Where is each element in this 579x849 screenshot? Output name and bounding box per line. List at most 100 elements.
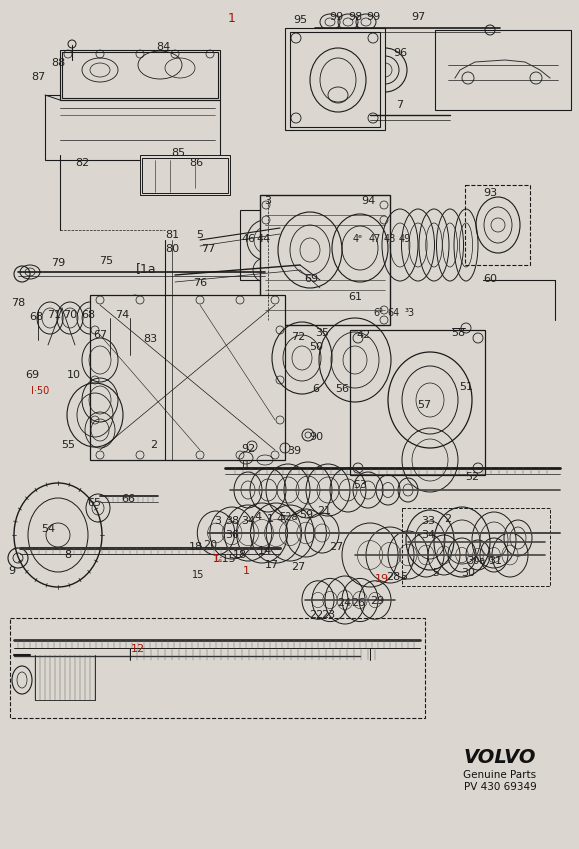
Text: 64: 64 [388, 308, 400, 318]
Text: 47: 47 [369, 234, 381, 244]
Text: 19: 19 [375, 574, 389, 584]
Text: [1a: [1a [135, 262, 156, 275]
Text: 82: 82 [75, 158, 89, 168]
Text: 99: 99 [366, 12, 380, 22]
Text: 68: 68 [81, 310, 95, 320]
Text: 69: 69 [304, 274, 318, 284]
Text: 67: 67 [93, 330, 107, 340]
Text: 23: 23 [321, 610, 335, 620]
Bar [435, 30, 571, 110]
Text: 61: 61 [348, 292, 362, 302]
Text: 2: 2 [151, 440, 157, 450]
Bar [290, 32, 380, 127]
Text: 92: 92 [241, 444, 255, 454]
Text: 88: 88 [51, 58, 65, 68]
Text: 79: 79 [51, 258, 65, 268]
Text: 1: 1 [266, 514, 273, 524]
Text: 71: 71 [47, 310, 61, 320]
Text: 4ᵉ: 4ᵉ [353, 234, 363, 244]
Text: 46: 46 [241, 234, 255, 244]
Bar [260, 195, 390, 325]
Text: 17: 17 [265, 560, 279, 570]
Polygon shape [90, 295, 285, 460]
Text: 78: 78 [11, 298, 25, 308]
Text: 75: 75 [99, 256, 113, 266]
Text: 52a: 52a [278, 512, 297, 522]
Text: 54: 54 [41, 524, 55, 534]
Text: 51: 51 [459, 382, 473, 392]
Text: 5: 5 [401, 572, 408, 582]
Text: 35: 35 [315, 328, 329, 338]
Bar [142, 158, 228, 193]
Text: 98: 98 [348, 12, 362, 22]
Text: Genuine Parts: Genuine Parts [463, 770, 537, 780]
Text: 53: 53 [353, 480, 367, 490]
Text: 66: 66 [121, 494, 135, 504]
Text: 42: 42 [357, 330, 371, 340]
Text: 60: 60 [483, 274, 497, 284]
Text: 5: 5 [196, 230, 203, 240]
Text: 3: 3 [214, 516, 222, 526]
Text: 99: 99 [329, 12, 343, 22]
Text: 18: 18 [189, 542, 203, 552]
Polygon shape [60, 50, 220, 100]
Text: 22: 22 [309, 610, 323, 620]
Text: 8: 8 [64, 550, 72, 560]
Text: 12: 12 [131, 644, 145, 654]
Text: 58: 58 [451, 328, 465, 338]
Text: 5: 5 [433, 568, 439, 578]
Text: 28: 28 [386, 572, 400, 582]
Text: J1: J1 [241, 460, 251, 470]
Text: 48: 48 [384, 234, 396, 244]
Bar [350, 330, 485, 475]
Text: 34: 34 [241, 516, 255, 526]
Text: 4: 4 [254, 512, 262, 522]
Text: 34: 34 [421, 530, 435, 540]
Text: 49: 49 [399, 234, 411, 244]
Text: 14: 14 [258, 546, 272, 556]
Text: 1: 1 [212, 554, 219, 564]
Text: 59: 59 [299, 510, 313, 520]
Text: 56: 56 [335, 384, 349, 394]
Text: 83: 83 [143, 334, 157, 344]
Text: 81: 81 [165, 230, 179, 240]
Text: 80: 80 [165, 244, 179, 254]
Text: 70: 70 [63, 310, 77, 320]
Text: 97: 97 [411, 12, 425, 22]
Text: 65: 65 [87, 498, 101, 508]
Text: 85: 85 [171, 148, 185, 158]
Text: 27: 27 [329, 542, 343, 552]
Text: 74: 74 [115, 310, 129, 320]
Text: 15: 15 [192, 570, 204, 580]
Text: 87: 87 [31, 72, 45, 82]
Text: 20: 20 [203, 540, 217, 550]
Bar [62, 52, 218, 98]
Text: 52: 52 [465, 472, 479, 482]
Text: 2: 2 [445, 514, 452, 524]
Text: ³3: ³3 [405, 308, 415, 318]
Text: 10: 10 [67, 370, 81, 380]
Bar [10, 618, 425, 718]
Text: VOLVO: VOLVO [464, 748, 536, 767]
Text: 1: 1 [243, 566, 250, 576]
Text: 29: 29 [370, 596, 384, 606]
Polygon shape [285, 28, 385, 130]
Text: 57: 57 [417, 400, 431, 410]
Text: 6: 6 [313, 384, 320, 394]
Text: 76: 76 [193, 278, 207, 288]
Text: 86: 86 [189, 158, 203, 168]
Text: 27: 27 [291, 562, 305, 572]
Text: 4: 4 [276, 514, 284, 524]
Text: 33: 33 [421, 516, 435, 526]
Text: 96: 96 [393, 48, 407, 58]
Text: :15: :15 [219, 554, 237, 564]
Text: PV 430 69349: PV 430 69349 [464, 782, 536, 792]
Text: 9: 9 [9, 566, 16, 576]
Text: 3: 3 [265, 196, 272, 206]
Text: 30: 30 [461, 568, 475, 578]
Text: 38: 38 [225, 516, 239, 526]
Text: 26: 26 [351, 598, 365, 608]
Bar [240, 210, 290, 280]
Text: 18: 18 [233, 550, 247, 560]
Text: 36: 36 [225, 530, 239, 540]
